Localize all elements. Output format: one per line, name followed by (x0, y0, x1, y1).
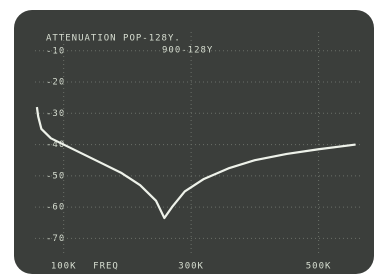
chart-title: ATTENUATION POP-128Y. (46, 34, 181, 44)
x-tick-label: 100K (51, 262, 77, 272)
x-tick-label: 300K (178, 262, 204, 272)
page: ATTENUATION POP-128Y. 900-128Y FREQ -10-… (0, 0, 383, 277)
chart: ATTENUATION POP-128Y. 900-128Y FREQ -10-… (0, 0, 383, 277)
x-tick-label: 500K (306, 262, 332, 272)
x-axis-label: FREQ (93, 262, 119, 272)
